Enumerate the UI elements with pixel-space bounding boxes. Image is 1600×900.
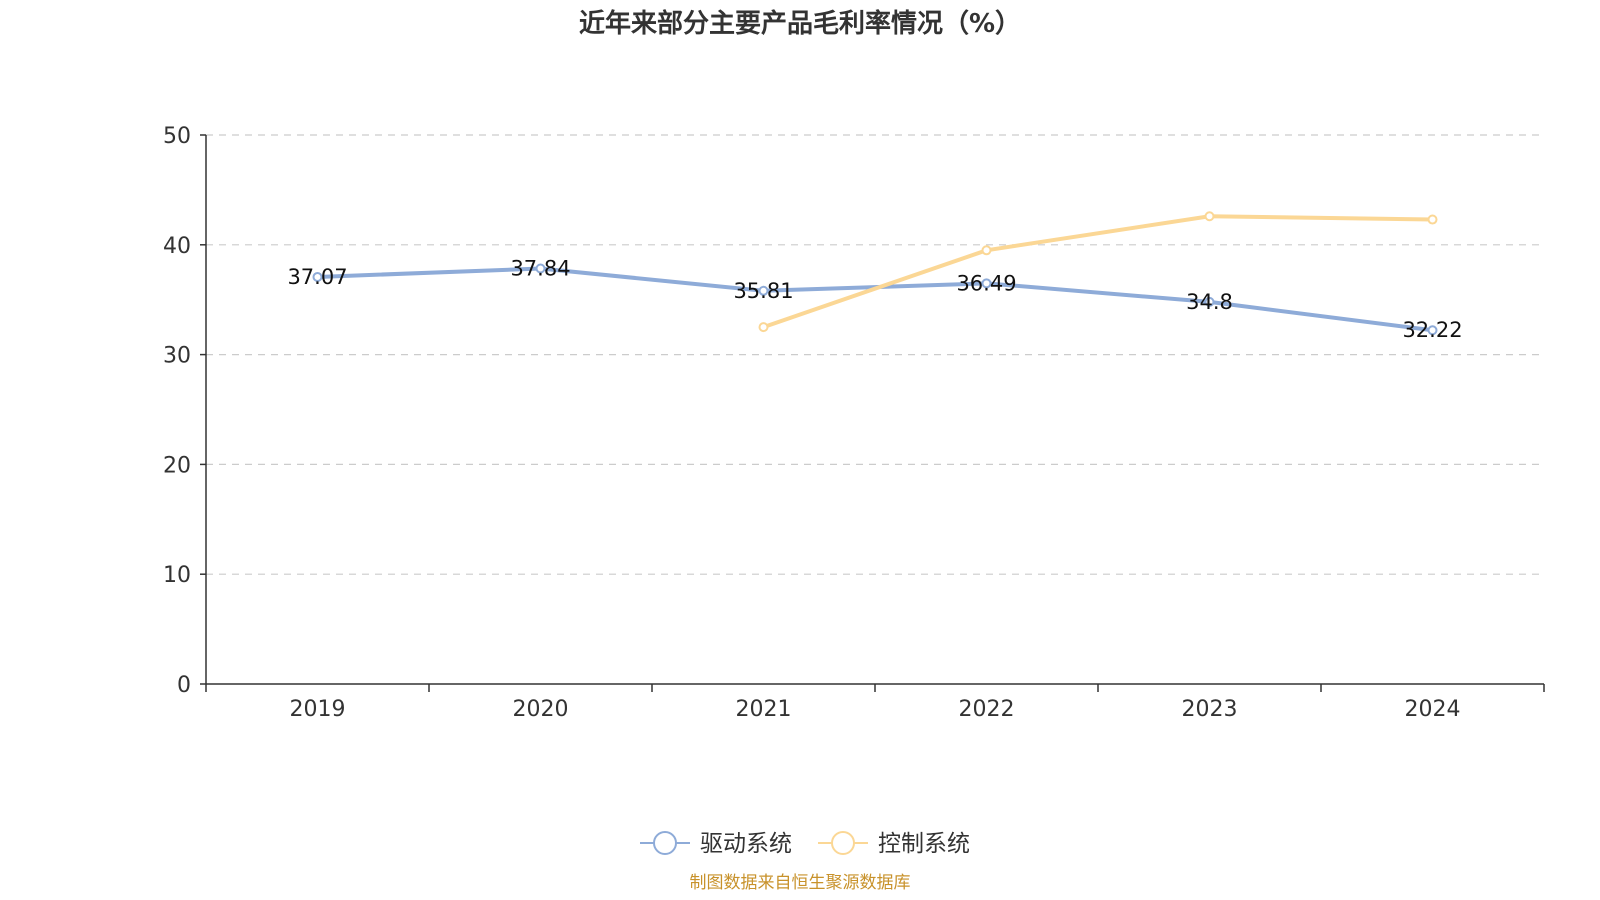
series-2-point	[1204, 211, 1215, 222]
y-tick-label: 30	[163, 344, 191, 369]
series-1-point	[758, 285, 769, 296]
legend-marker-icon	[831, 831, 855, 855]
data-label-layer: 37.07 37.84 35.81 36.49 34.8 32.22	[287, 257, 1462, 343]
data-source-note: 制图数据来自恒生聚源数据库	[690, 873, 911, 893]
series-2-point	[981, 245, 992, 256]
x-tick-label: 2024	[1405, 697, 1461, 722]
series-1-point	[1204, 296, 1215, 307]
y-tick-label: 20	[163, 453, 191, 478]
data-label: 35.81	[733, 279, 793, 303]
series-1-point	[981, 278, 992, 289]
y-tick-label: 50	[163, 124, 191, 149]
legend-item-2[interactable]: 控制系统	[818, 831, 970, 857]
series-1-point	[535, 263, 546, 274]
y-tick-label: 40	[163, 234, 191, 259]
data-label: 37.84	[510, 257, 570, 281]
data-label: 36.49	[956, 271, 1016, 295]
legend-label: 控制系统	[878, 831, 970, 857]
legend-label: 驱动系统	[700, 831, 792, 857]
series-line-2	[761, 214, 1435, 330]
x-tick-label: 2019	[290, 697, 346, 722]
legend-marker-icon	[653, 831, 677, 855]
legend-item-1[interactable]: 驱动系统	[640, 831, 792, 857]
data-label: 32.22	[1402, 318, 1462, 342]
x-tick-label: 2020	[513, 697, 569, 722]
x-tick-label: 2022	[959, 697, 1015, 722]
series-1-point	[1427, 325, 1438, 336]
y-tick-label: 0	[177, 673, 191, 698]
data-label: 34.8	[1186, 290, 1233, 314]
series-2-point	[1427, 214, 1438, 225]
chart-title: 近年来部分主要产品毛利率情况（%）	[579, 8, 1021, 39]
y-tick-label: 10	[163, 563, 191, 588]
series-2-point	[758, 322, 769, 333]
data-label: 37.07	[287, 265, 347, 289]
series-layer	[312, 211, 1438, 336]
legend[interactable]: 驱动系统 控制系统	[640, 831, 970, 857]
x-tick-label: 2023	[1182, 697, 1238, 722]
x-tick-label: 2021	[736, 697, 792, 722]
series-1-point	[312, 271, 323, 282]
grid-layer	[206, 134, 1544, 575]
axis-layer: 0 10 20 30 40 50 2019 2020 2021 2022 2023 2024	[163, 124, 1545, 722]
series-line-1	[315, 266, 1435, 333]
